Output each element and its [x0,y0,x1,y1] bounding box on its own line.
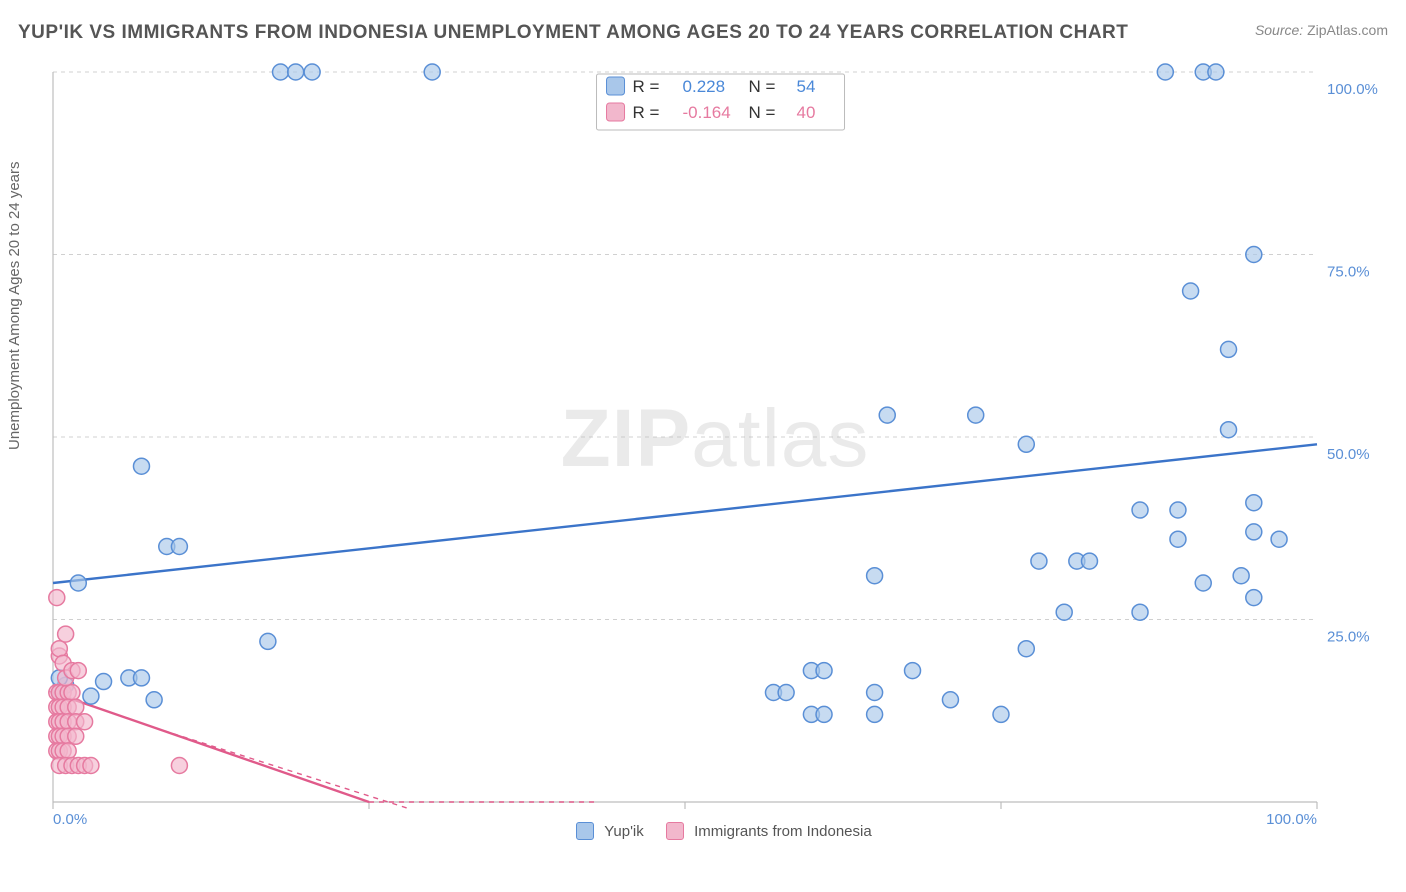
bottom-legend: Yup'ik Immigrants from Indonesia [45,822,1385,840]
scatter-plot: ZIPatlas 25.0%50.0%75.0%100.0%0.0%100.0%… [45,62,1385,848]
svg-text:0.228: 0.228 [683,77,726,96]
svg-text:100.0%: 100.0% [1327,81,1378,98]
chart-svg: 25.0%50.0%75.0%100.0%0.0%100.0%R = 0.228… [45,62,1385,848]
svg-text:40: 40 [797,103,816,122]
source-value: ZipAtlas.com [1307,22,1388,38]
source-label: Source: [1255,22,1303,38]
legend-label-indonesia: Immigrants from Indonesia [694,823,872,840]
svg-text:N =: N = [749,77,776,96]
svg-text:-0.164: -0.164 [683,103,731,122]
y-axis-label: Unemployment Among Ages 20 to 24 years [6,161,23,450]
legend-swatch-yupik [576,822,594,840]
svg-text:75.0%: 75.0% [1327,264,1370,281]
chart-title: YUP'IK VS IMMIGRANTS FROM INDONESIA UNEM… [18,22,1128,44]
svg-text:50.0%: 50.0% [1327,446,1370,463]
svg-text:25.0%: 25.0% [1327,629,1370,646]
legend-swatch-indonesia [666,822,684,840]
svg-text:R =: R = [633,103,660,122]
legend-label-yupik: Yup'ik [604,823,644,840]
svg-text:N =: N = [749,103,776,122]
source-citation: Source: ZipAtlas.com [1255,22,1388,38]
svg-text:R =: R = [633,77,660,96]
svg-text:54: 54 [797,77,816,96]
